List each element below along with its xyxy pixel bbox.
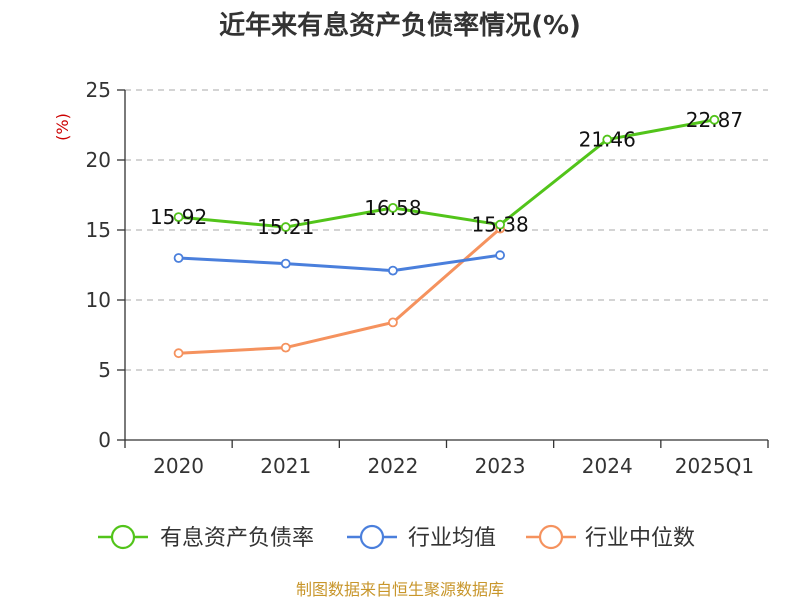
legend-swatch-marker xyxy=(110,524,136,550)
data-point xyxy=(280,342,291,353)
data-label: 21.46 xyxy=(579,128,636,152)
data-point xyxy=(173,253,184,263)
x-tick-label: 2023 xyxy=(475,454,526,478)
series-line xyxy=(178,227,502,355)
data-point xyxy=(709,114,720,125)
y-tick-label: 25 xyxy=(86,78,111,102)
y-tick-label: 15 xyxy=(86,218,111,242)
data-label: 15.92 xyxy=(150,205,207,229)
legend-swatch-marker xyxy=(538,524,564,550)
data-point xyxy=(173,348,184,359)
y-tick-label: 20 xyxy=(86,148,111,172)
data-label: 22.87 xyxy=(686,108,743,132)
source-note: 制图数据来自恒生聚源数据库 xyxy=(296,580,504,599)
data-label: 15.38 xyxy=(471,213,528,237)
data-point xyxy=(388,202,398,213)
x-tick-label: 2024 xyxy=(582,454,633,478)
data-point xyxy=(280,258,291,269)
x-tick-label: 2021 xyxy=(260,454,311,478)
grid-lines xyxy=(125,89,768,371)
data-point xyxy=(280,222,291,232)
chart-title: 近年来有息资产负债率情况(%) xyxy=(219,10,581,41)
data-point xyxy=(495,219,505,230)
legend: 有息资产负债率 行业均值 行业中位数 xyxy=(98,524,695,551)
legend-label: 行业中位数 xyxy=(585,526,695,551)
legend-label: 有息资产负债率 xyxy=(160,526,314,551)
y-axis-unit: (%) xyxy=(53,113,72,141)
axes: 0 5 10 15 20 25 2020 2021 2022 2023 2024 2025Q1 xyxy=(86,78,769,478)
data-label: 15.21 xyxy=(257,215,314,239)
data-point xyxy=(602,134,613,145)
data-label: 16.58 xyxy=(364,196,421,220)
data-point xyxy=(388,317,398,328)
legend-label: 行业均值 xyxy=(408,526,496,551)
series-line xyxy=(178,253,501,273)
data-point xyxy=(495,250,505,261)
x-tick-label: 2022 xyxy=(367,454,418,478)
x-tick-label: 2020 xyxy=(153,454,204,478)
y-tick-label: 5 xyxy=(98,358,111,382)
y-tick-label: 0 xyxy=(98,428,111,452)
series-layer xyxy=(173,114,720,359)
x-tick-label: 2025Q1 xyxy=(675,454,754,478)
data-point xyxy=(388,265,398,276)
series-line xyxy=(178,118,715,229)
y-tick-label: 10 xyxy=(86,288,111,312)
data-point xyxy=(173,212,184,223)
data-labels: 15.92 15.21 16.58 15.38 21.46 22.87 xyxy=(150,108,743,239)
legend-swatch-marker xyxy=(359,524,385,550)
